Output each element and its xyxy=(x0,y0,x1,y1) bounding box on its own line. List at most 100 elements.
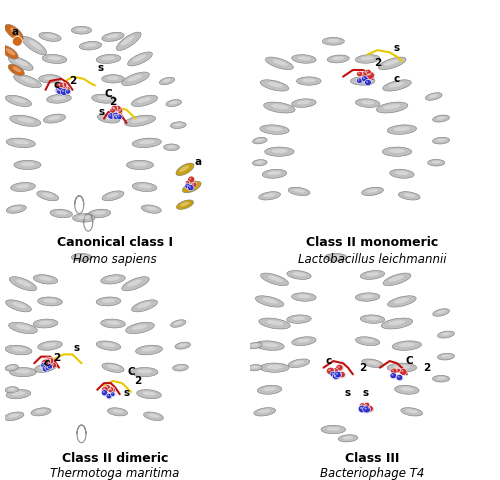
Ellipse shape xyxy=(432,375,450,382)
Ellipse shape xyxy=(342,436,353,439)
Text: 2: 2 xyxy=(69,76,76,86)
Ellipse shape xyxy=(106,193,118,198)
Ellipse shape xyxy=(433,309,450,316)
Ellipse shape xyxy=(10,206,22,210)
Circle shape xyxy=(43,361,45,363)
Ellipse shape xyxy=(6,48,15,55)
Ellipse shape xyxy=(252,137,267,144)
Text: C: C xyxy=(104,89,112,99)
Ellipse shape xyxy=(146,206,157,210)
Circle shape xyxy=(186,181,188,183)
Ellipse shape xyxy=(14,74,42,88)
Ellipse shape xyxy=(148,414,160,418)
Circle shape xyxy=(118,109,120,111)
Ellipse shape xyxy=(98,96,111,100)
Ellipse shape xyxy=(383,104,400,109)
Ellipse shape xyxy=(258,409,270,413)
Ellipse shape xyxy=(176,366,184,369)
Ellipse shape xyxy=(254,408,276,416)
Ellipse shape xyxy=(102,116,115,120)
Ellipse shape xyxy=(131,117,148,122)
Circle shape xyxy=(114,114,116,116)
Ellipse shape xyxy=(12,391,25,396)
Circle shape xyxy=(356,71,362,77)
Ellipse shape xyxy=(92,94,116,103)
Circle shape xyxy=(356,78,362,84)
Ellipse shape xyxy=(436,377,446,380)
Circle shape xyxy=(44,359,51,366)
Ellipse shape xyxy=(43,343,57,347)
Ellipse shape xyxy=(50,209,72,218)
Ellipse shape xyxy=(162,79,171,83)
Circle shape xyxy=(362,76,369,83)
Circle shape xyxy=(396,369,398,371)
Circle shape xyxy=(56,88,62,95)
Circle shape xyxy=(56,84,57,86)
Ellipse shape xyxy=(6,138,36,148)
Ellipse shape xyxy=(362,187,384,196)
Ellipse shape xyxy=(12,347,26,351)
Circle shape xyxy=(112,106,118,112)
Text: c: c xyxy=(54,81,60,90)
Circle shape xyxy=(398,376,400,378)
Circle shape xyxy=(358,72,364,77)
Circle shape xyxy=(190,178,192,180)
Circle shape xyxy=(106,386,108,387)
Text: Canonical class I: Canonical class I xyxy=(57,236,173,249)
Circle shape xyxy=(57,88,64,96)
Ellipse shape xyxy=(176,163,194,176)
Ellipse shape xyxy=(176,200,194,209)
Ellipse shape xyxy=(429,94,438,98)
Circle shape xyxy=(112,107,114,108)
Ellipse shape xyxy=(126,160,154,169)
Text: s: s xyxy=(98,108,105,118)
Circle shape xyxy=(64,86,65,87)
Circle shape xyxy=(400,369,407,375)
Circle shape xyxy=(362,76,368,82)
Ellipse shape xyxy=(170,320,186,327)
Ellipse shape xyxy=(432,115,450,122)
Circle shape xyxy=(328,369,330,371)
Ellipse shape xyxy=(256,296,284,307)
Text: 2: 2 xyxy=(110,97,116,107)
Circle shape xyxy=(105,384,110,390)
Circle shape xyxy=(108,387,115,394)
Circle shape xyxy=(47,358,54,364)
Ellipse shape xyxy=(292,360,304,365)
Circle shape xyxy=(47,364,52,369)
Ellipse shape xyxy=(258,385,282,394)
Circle shape xyxy=(66,89,70,94)
Ellipse shape xyxy=(120,36,134,46)
Text: C: C xyxy=(127,367,135,377)
Text: 2: 2 xyxy=(359,363,366,372)
Circle shape xyxy=(108,113,114,119)
Ellipse shape xyxy=(259,318,290,329)
Circle shape xyxy=(41,360,49,367)
Ellipse shape xyxy=(102,343,116,347)
Circle shape xyxy=(364,407,371,414)
Circle shape xyxy=(188,176,194,183)
Text: 2: 2 xyxy=(423,363,430,372)
Ellipse shape xyxy=(72,214,95,222)
Ellipse shape xyxy=(292,55,316,63)
Circle shape xyxy=(42,360,50,368)
Ellipse shape xyxy=(356,337,380,346)
Ellipse shape xyxy=(388,320,405,325)
Circle shape xyxy=(110,108,116,114)
Ellipse shape xyxy=(16,279,32,287)
Ellipse shape xyxy=(388,82,404,87)
Ellipse shape xyxy=(8,56,33,71)
Circle shape xyxy=(396,369,401,373)
Ellipse shape xyxy=(39,74,61,83)
Ellipse shape xyxy=(248,342,262,349)
Ellipse shape xyxy=(260,80,289,91)
Circle shape xyxy=(360,407,362,409)
Ellipse shape xyxy=(48,56,62,60)
Circle shape xyxy=(192,183,198,188)
Circle shape xyxy=(113,113,119,120)
Circle shape xyxy=(397,375,404,381)
Circle shape xyxy=(366,406,374,412)
Ellipse shape xyxy=(260,125,289,134)
Text: s: s xyxy=(98,63,103,73)
Ellipse shape xyxy=(436,116,446,120)
